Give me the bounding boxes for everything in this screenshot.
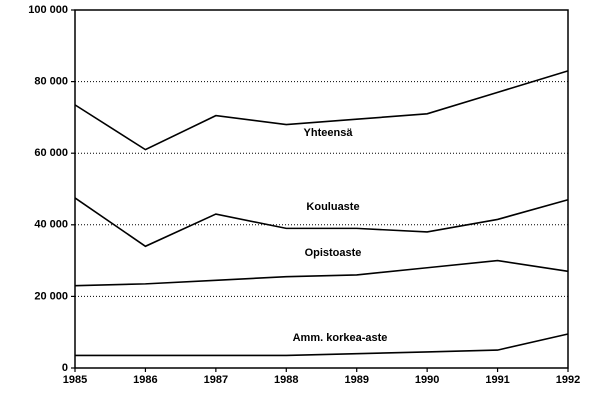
y-tick-label: 0 <box>62 362 68 374</box>
series-line <box>75 333 569 357</box>
x-tick-label: 1986 <box>133 374 157 386</box>
x-tick-label: 1991 <box>485 374 509 386</box>
y-tick-label: 60 000 <box>34 147 68 159</box>
series-label: Opistoaste <box>305 247 362 259</box>
series-line <box>74 70 569 151</box>
x-tick-label: 1985 <box>63 374 87 386</box>
y-tick-label: 40 000 <box>34 219 68 231</box>
series-line <box>74 259 569 287</box>
x-tick-label: 1988 <box>274 374 298 386</box>
x-tick-label: 1992 <box>556 374 580 386</box>
y-tick-label: 100 000 <box>28 4 68 16</box>
series-label: Amm. korkea-aste <box>293 332 388 344</box>
x-tick-label: 1989 <box>344 374 368 386</box>
series-label: Kouluaste <box>306 201 359 213</box>
y-tick-label: 20 000 <box>34 290 68 302</box>
series-line <box>74 197 569 248</box>
x-tick-label: 1990 <box>415 374 439 386</box>
plot-frame <box>74 9 569 369</box>
series-label: Yhteensä <box>304 127 354 139</box>
y-tick-label: 80 000 <box>34 76 68 88</box>
x-tick-label: 1987 <box>204 374 228 386</box>
